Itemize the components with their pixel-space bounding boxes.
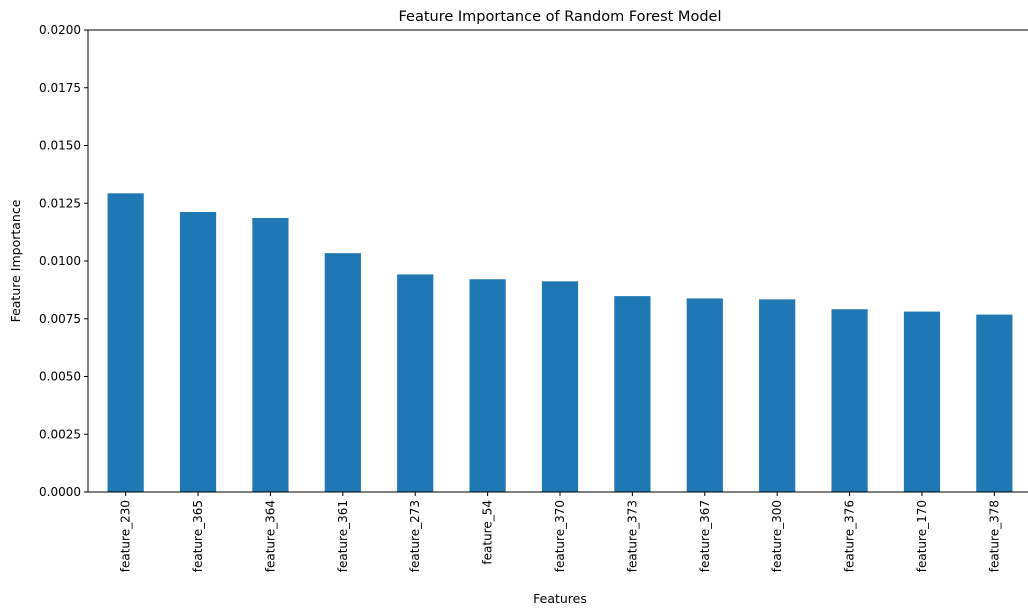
y-tick-label: 0.0000 [39, 485, 81, 499]
bar-feature_373 [614, 296, 651, 492]
y-tick-label: 0.0100 [39, 254, 81, 268]
x-tick-label: feature_300 [770, 500, 784, 572]
x-tick-label: feature_230 [119, 500, 133, 572]
y-tick-label: 0.0050 [39, 370, 81, 384]
bar-feature_170 [903, 311, 941, 492]
y-axis-ticks: 0.0000 0.0025 0.0050 0.0075 0.0100 0.0125 0.01… [39, 23, 88, 499]
x-tick-label: feature_367 [698, 500, 712, 572]
x-axis-ticks: feature_230 feature_365 feature_364 feature… [119, 492, 1001, 572]
x-axis-label: Features [533, 591, 587, 606]
bar-feature_300 [759, 299, 796, 492]
bar-feature_273 [397, 274, 434, 492]
x-tick-label: feature_273 [408, 500, 422, 572]
x-tick-label: feature_373 [625, 500, 639, 572]
x-tick-label: feature_365 [191, 500, 205, 572]
x-tick-label: feature_378 [987, 500, 1001, 572]
bar-feature_364 [252, 218, 289, 492]
y-tick-label: 0.0150 [39, 139, 81, 153]
plot-frame [87, 29, 1028, 493]
x-tick-label: feature_170 [915, 500, 929, 572]
bar-feature_361 [324, 253, 361, 492]
bar-feature_365 [179, 212, 217, 492]
bar-feature_230 [107, 193, 144, 492]
y-tick-label: 0.0075 [39, 312, 81, 326]
bar-feature_378 [976, 314, 1013, 492]
bar-feature_370 [541, 281, 579, 492]
x-tick-label: feature_370 [553, 500, 567, 572]
y-tick-label: 0.0125 [39, 196, 81, 210]
y-tick-label: 0.0025 [39, 427, 81, 441]
bars-group [107, 193, 1013, 492]
bar-feature_54 [469, 279, 506, 492]
chart-title: Feature Importance of Random Forest Mode… [399, 9, 722, 25]
y-tick-label: 0.0200 [39, 23, 81, 37]
y-tick-label: 0.0175 [39, 81, 81, 95]
bar-feature_367 [686, 298, 723, 492]
y-axis-label: Feature Importance [8, 199, 23, 322]
x-tick-label: feature_364 [263, 500, 277, 572]
x-tick-label: feature_376 [843, 500, 857, 572]
x-tick-label: feature_361 [336, 500, 350, 572]
x-tick-label: feature_54 [481, 500, 495, 565]
bar-feature_376 [831, 309, 868, 492]
